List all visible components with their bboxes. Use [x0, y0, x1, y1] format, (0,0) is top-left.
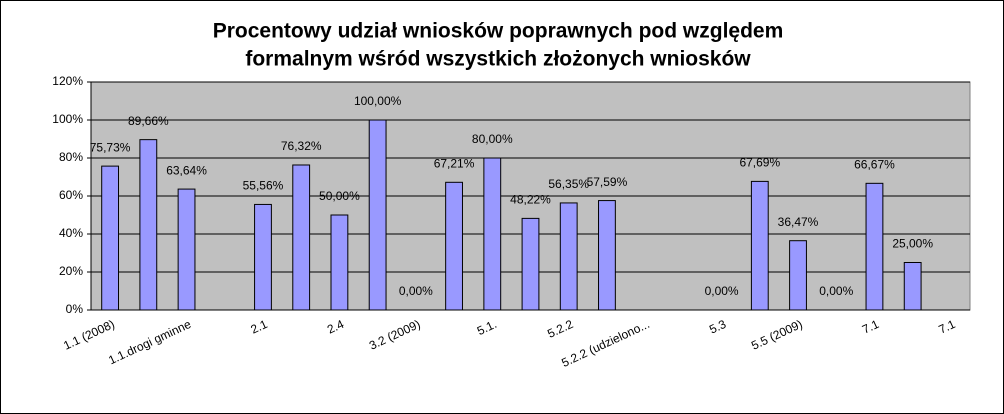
value-label: 0,00%: [819, 284, 853, 298]
value-label: 36,47%: [778, 215, 819, 229]
bar: [445, 181, 463, 311]
y-tick-label: 0%: [66, 302, 84, 316]
value-label: 63,64%: [166, 163, 207, 177]
chart-title: Procentowy udział wniosków poprawnych po…: [213, 20, 784, 43]
x-tick-label: 7.1: [860, 317, 881, 337]
y-tick-label: 20%: [59, 264, 83, 278]
bar: [483, 157, 502, 311]
value-label: 76,32%: [281, 139, 322, 153]
value-label: 100,00%: [354, 94, 402, 108]
bar: [598, 200, 616, 311]
y-tick-label: 100%: [52, 112, 83, 126]
y-tick-label: 60%: [59, 188, 83, 202]
y-tick-label: 40%: [59, 226, 83, 240]
bar: [789, 240, 807, 311]
value-label: 25,00%: [892, 237, 933, 251]
bar: [750, 180, 769, 311]
bar: [139, 139, 158, 311]
bar: [254, 203, 272, 311]
value-label: 50,00%: [319, 189, 360, 203]
x-tick-label: 7.1: [936, 317, 957, 337]
value-label: 0,00%: [705, 284, 739, 298]
bar: [177, 188, 196, 311]
value-label: 67,69%: [739, 156, 780, 170]
x-tick-label: 2.4: [325, 317, 346, 337]
value-label: 67,21%: [434, 156, 475, 170]
value-label: 75,73%: [90, 140, 131, 154]
y-tick-label: 120%: [52, 74, 83, 88]
bar: [330, 214, 349, 311]
bar: [521, 217, 540, 311]
bar: [865, 182, 884, 311]
x-tick-label: 2.1: [249, 317, 270, 337]
bar: [292, 164, 311, 311]
chart-title: formalnym wśród wszystkich złożonych wni…: [245, 48, 751, 71]
bar: [368, 119, 387, 311]
value-label: 80,00%: [472, 132, 513, 146]
y-tick-label: 80%: [59, 150, 83, 164]
value-label: 48,22%: [510, 193, 551, 207]
value-label: 56,35%: [548, 177, 589, 191]
x-tick-label: 5.3: [707, 317, 728, 337]
value-label: 0,00%: [399, 284, 433, 298]
value-label: 66,67%: [854, 157, 895, 171]
value-label: 55,56%: [243, 179, 284, 193]
bar: [903, 262, 922, 311]
value-label: 89,66%: [128, 114, 169, 128]
bar: [101, 165, 120, 311]
value-label: 57,59%: [587, 175, 628, 189]
bar: [559, 202, 578, 311]
